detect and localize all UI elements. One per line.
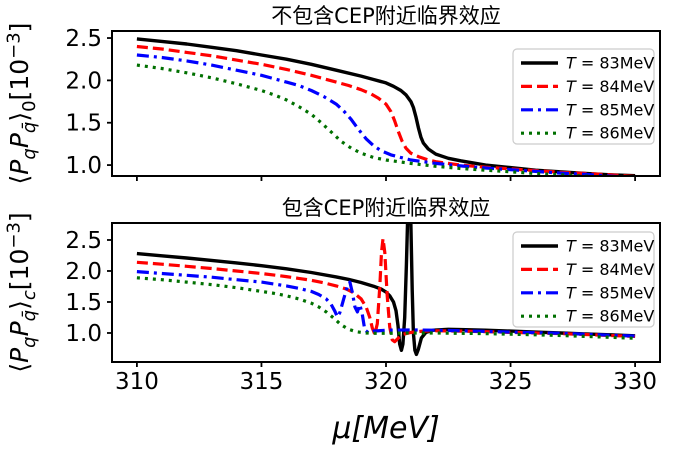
y-tick-label: 2.0 — [65, 259, 102, 285]
axes-bottom: 310 315 320 325 330 1.0 1.5 2.0 2.5 ⟨PqPq̄⟩c[10−3… — [4, 212, 661, 446]
y-tick-label: 1.0 — [65, 153, 102, 179]
y-tick-label: 2.5 — [65, 228, 102, 254]
legend-label: T = 84MeV — [566, 77, 654, 96]
legend-label: T = 84MeV — [566, 260, 654, 279]
subplot-with-cep: 包含CEP附近临界效应 310 315 320 325 330 1.0 1.5 2.0 2.5 ⟨… — [4, 196, 661, 446]
axis-label-y: ⟨PqPq̄⟩c[10−3] — [4, 212, 41, 372]
legend-box — [512, 231, 655, 328]
legend-label: T = 86MeV — [566, 307, 654, 326]
legend-label: T = 85MeV — [566, 100, 654, 119]
x-tick-label: 320 — [364, 369, 408, 395]
series-line-84 — [136, 44, 636, 176]
x-tick-label: 325 — [489, 369, 533, 395]
y-tick-label: 1.5 — [65, 290, 102, 316]
x-tick-label: 315 — [240, 369, 284, 395]
subplot-title-top: 不包含CEP附近临界效应 — [271, 4, 501, 28]
y-tick-label: 1.5 — [65, 111, 102, 137]
legend-label: T = 83MeV — [566, 54, 654, 73]
legend-box — [512, 48, 655, 145]
series-line-86 — [136, 63, 617, 176]
x-tick-label: 310 — [115, 369, 159, 395]
subplot-title-bottom: 包含CEP附近临界效应 — [282, 196, 491, 220]
series-line-85 — [136, 53, 636, 176]
series-line-85 — [136, 270, 636, 338]
legend-label: T = 83MeV — [566, 237, 654, 256]
axis-label-y: ⟨PqPq̄⟩0[10−3] — [4, 23, 41, 185]
legend-label: T = 85MeV — [566, 283, 654, 302]
series-line-86 — [136, 276, 636, 340]
subplot-without-cep: 不包含CEP附近临界效应 1.0 1.5 2.0 2.5 ⟨PqPq̄⟩0[10−3] T… — [4, 4, 661, 184]
legend: T = 83MeV T = 84MeV T = 85MeV T = 86MeV — [512, 48, 655, 145]
legend-label: T = 86MeV — [566, 124, 654, 143]
y-tick-label: 2.5 — [65, 26, 102, 52]
legend: T = 83MeV T = 84MeV T = 85MeV T = 86MeV — [512, 231, 655, 328]
axis-label-x: μ[MeV] — [331, 411, 439, 446]
x-tick-label: 330 — [613, 369, 657, 395]
y-tick-label: 1.0 — [65, 321, 102, 347]
y-tick-label: 2.0 — [65, 68, 102, 94]
